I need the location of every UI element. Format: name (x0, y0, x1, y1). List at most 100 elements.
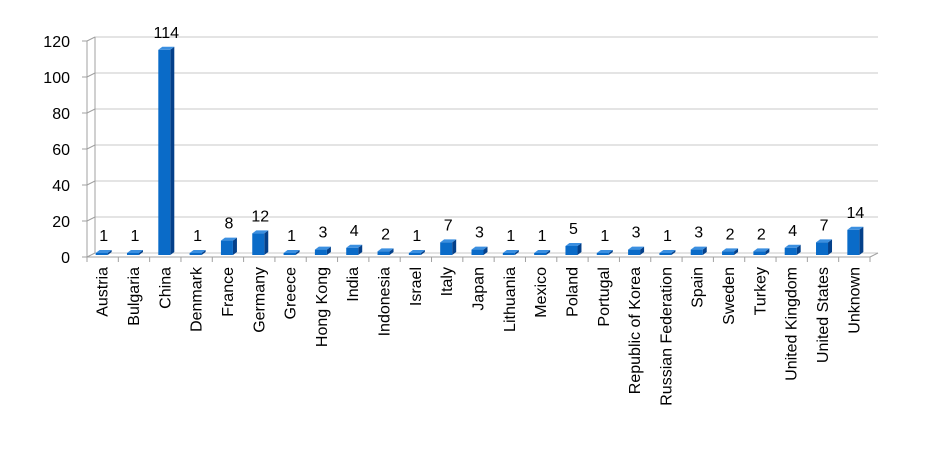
data-label: 2 (381, 226, 390, 243)
wall-tick (86, 36, 96, 42)
bar (158, 46, 175, 255)
bar (346, 244, 363, 255)
bar-side (483, 246, 488, 255)
bar-side (326, 246, 331, 255)
bar-front (440, 242, 453, 255)
data-label: 7 (820, 217, 829, 234)
bar-side (514, 250, 519, 255)
bar-top (126, 250, 143, 253)
bar-top (690, 246, 707, 250)
bar-side (671, 250, 676, 255)
bar (408, 250, 425, 255)
bar-front (126, 253, 139, 255)
data-label: 1 (663, 228, 672, 245)
bar-front (628, 249, 641, 255)
y-tick-label: 20 (52, 214, 70, 231)
data-label: 5 (569, 221, 578, 238)
data-label: 114 (154, 25, 180, 42)
x-tick-label: Unknown (846, 267, 863, 334)
bar-top (753, 248, 770, 252)
bar-front (502, 253, 515, 255)
bar-front (784, 247, 797, 255)
x-tick-label: Austria (95, 267, 112, 317)
x-tick-label: Bulgaria (126, 267, 143, 326)
data-label: 8 (224, 216, 233, 233)
bar-side (138, 250, 143, 255)
bar-front (252, 233, 265, 255)
bar-side (859, 226, 864, 255)
bar (377, 248, 394, 255)
axes (82, 37, 879, 262)
bar-side (640, 246, 645, 255)
x-tick-label: Germany (251, 267, 268, 333)
bar-top (502, 250, 519, 253)
data-label: 3 (475, 225, 484, 242)
data-label: 1 (538, 228, 547, 245)
bar (220, 237, 237, 255)
bar-top (628, 246, 645, 250)
bar (283, 250, 300, 255)
bar-top (158, 46, 175, 50)
x-tick-label: Mexico (533, 267, 550, 318)
bar-front (314, 249, 327, 255)
bar (95, 250, 112, 255)
bar-front (534, 253, 547, 255)
bar-side (201, 250, 206, 255)
bar-side (734, 248, 739, 255)
x-tick-label: Spain (690, 267, 707, 308)
bar-side (765, 248, 770, 255)
bar (722, 248, 739, 255)
bar-front (690, 249, 703, 255)
x-tick-label: China (157, 267, 174, 309)
data-label: 1 (412, 228, 421, 245)
bar-side (796, 244, 801, 255)
bar-side (546, 250, 551, 255)
data-label: 2 (757, 226, 766, 243)
x-tick-label: Turkey (752, 267, 769, 315)
bar-top (534, 250, 551, 253)
bar-front (158, 49, 171, 255)
bar-front (346, 247, 359, 255)
bar-front (816, 242, 829, 255)
bar-side (107, 250, 112, 255)
bar-side (232, 237, 237, 255)
bar (596, 250, 613, 255)
wall-tick (86, 216, 96, 222)
bar-front (753, 251, 766, 255)
bar (659, 250, 676, 255)
x-tick-label: Indonesia (377, 267, 394, 336)
bar (189, 250, 206, 255)
data-label: 4 (788, 223, 797, 240)
x-axis-tick-labels: Austria Bulgaria China Denmark France Germany… (95, 266, 864, 406)
bar (440, 239, 457, 255)
y-axis-tick-labels: 0 20 40 60 80 100 120 (43, 34, 70, 267)
bar-side (170, 46, 175, 255)
x-tick-label: Denmark (189, 266, 206, 332)
x-tick-label: United States (815, 267, 832, 363)
wall-tick (86, 180, 96, 186)
bar-top (314, 246, 331, 250)
bar-side (264, 230, 269, 255)
bar-top (816, 239, 833, 243)
y-tick-label: 100 (43, 70, 70, 87)
bar-top (471, 246, 488, 250)
bar-front (95, 253, 108, 255)
x-tick-label: France (220, 267, 237, 317)
x-tick-label: Israel (408, 267, 425, 306)
bar-front (220, 240, 233, 255)
bar (471, 246, 488, 255)
data-label: 12 (251, 208, 269, 225)
bar-top (220, 237, 237, 241)
bar-side (295, 250, 300, 255)
bar (252, 230, 269, 255)
bar-front (471, 249, 484, 255)
x-tick-label: Japan (471, 267, 488, 311)
bar-front (847, 229, 860, 255)
bar (690, 246, 707, 255)
x-tick-label: Sweden (721, 267, 738, 325)
bar (314, 246, 331, 255)
bar-front (189, 253, 202, 255)
bars (95, 46, 864, 255)
data-label: 1 (99, 228, 108, 245)
